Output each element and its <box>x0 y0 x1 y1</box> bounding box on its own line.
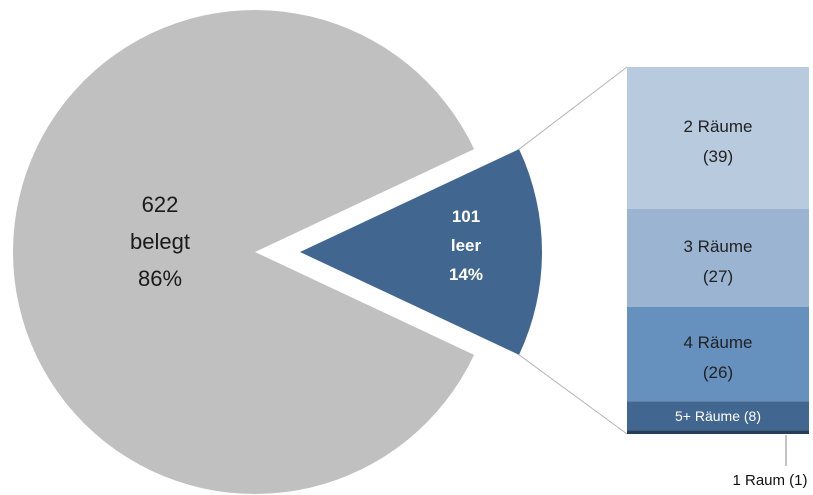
pie-slice-leer <box>300 149 543 355</box>
bar-label-three-value: (27) <box>703 267 733 286</box>
bar-label-two-value: (39) <box>703 147 733 166</box>
pie-slice-belegt <box>13 9 475 494</box>
pie <box>13 9 543 494</box>
bar-label-four-name: 4 Räume <box>684 333 753 352</box>
bar-label-four-value: (26) <box>703 363 733 382</box>
bar-segment-four <box>627 306 809 402</box>
bar-label-one: 1 Raum (1) <box>732 472 807 489</box>
bar-label-two-name: 2 Räume <box>684 117 753 136</box>
pie-label-leer-name: leer <box>451 236 482 255</box>
bar-label-three-name: 3 Räume <box>684 237 753 256</box>
pie-label-belegt-name: belegt <box>130 229 190 254</box>
connector-lines <box>518 66 628 435</box>
connector-line-top <box>518 66 628 150</box>
bar-label-five_plus: 5+ Räume (8) <box>675 408 761 424</box>
pie-label-leer-percent: 14% <box>449 265 483 284</box>
pie-label-belegt-count: 622 <box>142 192 179 217</box>
bar-segment-two <box>627 67 809 209</box>
labels: 622 belegt 86% 101 leer 14% 2 Räume (39) 3 Räume… <box>130 117 807 489</box>
bar-segment-five_plus <box>627 401 809 431</box>
breakdown-bar <box>627 67 809 434</box>
bar-segment-one <box>627 430 809 434</box>
pie-label-belegt-percent: 86% <box>138 266 182 291</box>
connector-line-bottom <box>518 354 628 435</box>
pie-label-leer-count: 101 <box>452 207 480 226</box>
bar-segment-three <box>627 208 809 307</box>
